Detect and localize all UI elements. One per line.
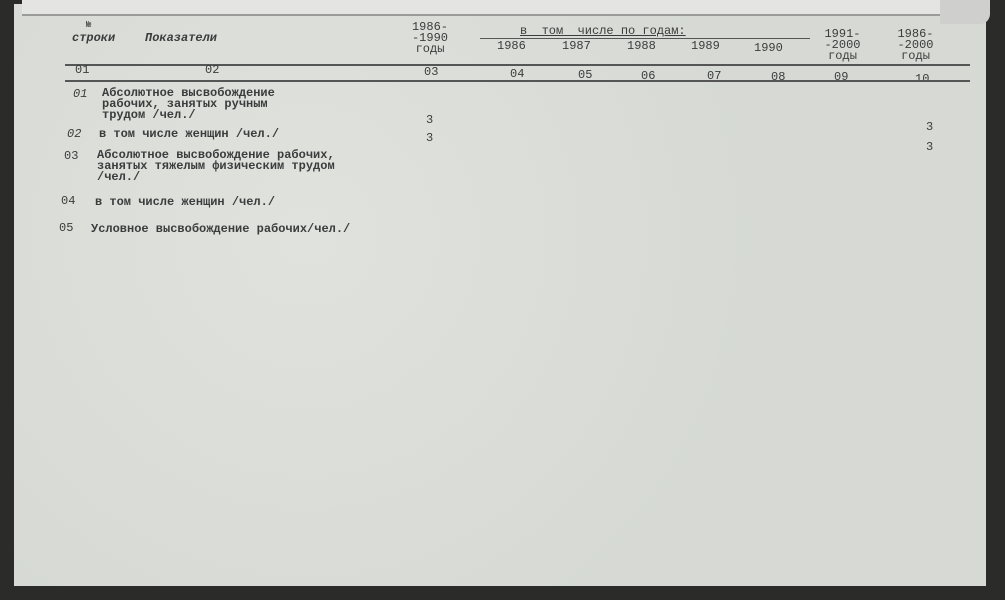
year-header: 1988 bbox=[627, 39, 656, 53]
row-label: Условное высвобождение рабочих/чел./ bbox=[91, 222, 351, 236]
row-label: в том числе женщин /чел./ bbox=[99, 127, 280, 141]
row-number: 02 bbox=[67, 127, 82, 141]
col-number: 07 bbox=[707, 69, 722, 83]
col-number: 04 bbox=[510, 67, 525, 81]
col-1986-2000-header: 1986- -2000 годы bbox=[897, 27, 934, 63]
col-number: 05 bbox=[578, 68, 593, 82]
row-value-col03: 3 bbox=[426, 131, 434, 145]
row-value-col03: 3 bbox=[426, 113, 434, 127]
col-number: 10 bbox=[915, 72, 930, 86]
col10-value: 3 bbox=[926, 120, 934, 134]
by-years-underline bbox=[480, 38, 810, 39]
column-number-rule bbox=[65, 80, 970, 82]
page-edge-corner bbox=[940, 0, 990, 24]
indicators-header: Показатели bbox=[145, 31, 218, 45]
col-number: 06 bbox=[641, 69, 656, 83]
page-edge bbox=[22, 0, 982, 16]
col-number: 01 bbox=[75, 63, 90, 77]
year-header: 1989 bbox=[691, 39, 720, 53]
row-label: Абсолютное высвобождение рабочих, заняты… bbox=[102, 86, 275, 122]
row-number: 04 bbox=[61, 194, 76, 208]
year-header: 1987 bbox=[562, 39, 591, 53]
row-label: Абсолютное высвобождение рабочих, заняты… bbox=[97, 148, 335, 184]
col10-value: 3 bbox=[926, 140, 934, 154]
row-number: 05 bbox=[59, 221, 74, 235]
document-page bbox=[14, 4, 986, 586]
col-1986-1990-header: 1986- -1990 годы bbox=[411, 20, 448, 56]
row-number: 01 bbox=[73, 87, 88, 101]
col-number: 03 bbox=[424, 65, 439, 79]
row-number-symbol: № bbox=[86, 20, 92, 30]
col-1991-2000-header: 1991- -2000 годы bbox=[824, 27, 861, 63]
row-number-header: строки bbox=[72, 31, 116, 45]
row-number: 03 bbox=[64, 149, 79, 163]
row-label: в том числе женщин /чел./ bbox=[95, 195, 276, 209]
year-header: 1986 bbox=[497, 39, 526, 53]
by-years-header: в том числе по годам: bbox=[520, 24, 686, 38]
col-number: 02 bbox=[205, 63, 220, 77]
year-header: 1990 bbox=[754, 41, 783, 55]
header-rule bbox=[65, 64, 970, 66]
